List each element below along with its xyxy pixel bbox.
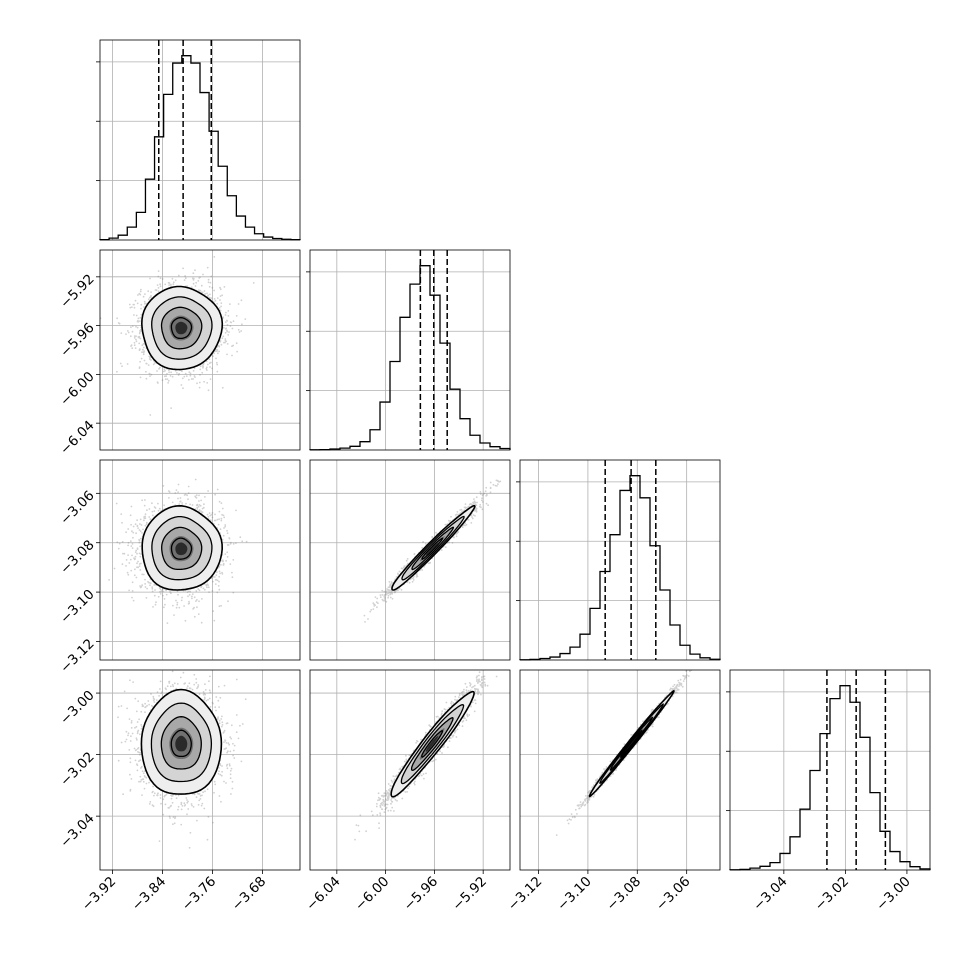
panel-content <box>354 671 498 841</box>
y-tick-label: −3.02 <box>57 749 98 790</box>
histogram-bar <box>309 265 511 451</box>
scatter-panel-2-1 <box>309 459 511 661</box>
contour-line <box>410 717 454 771</box>
x-tick-label: −3.84 <box>129 874 170 915</box>
contour-line <box>411 526 455 571</box>
y-tick-label: −5.92 <box>57 271 98 312</box>
scatter-panel-3-0 <box>99 669 301 871</box>
density-fill <box>175 321 188 335</box>
panel-content <box>555 670 693 836</box>
panel-frame <box>99 249 301 451</box>
y-tick-label: −3.12 <box>57 636 98 677</box>
contour-line <box>421 730 444 758</box>
x-tick-label: −6.04 <box>303 874 344 915</box>
panel-frame <box>309 669 511 871</box>
contour-line <box>390 690 475 798</box>
density-fill <box>425 542 439 556</box>
x-tick-label: −3.02 <box>812 874 853 915</box>
y-tick-label: −3.00 <box>57 687 98 728</box>
contour-line <box>151 296 213 360</box>
contour-line <box>161 526 203 571</box>
x-tick-label: −3.00 <box>873 874 914 915</box>
y-tick-label: −3.06 <box>57 488 98 529</box>
scatter-panel-3-2 <box>519 669 721 871</box>
x-axis-2: −3.12 −3.10 −3.08 −3.06 <box>505 870 694 915</box>
contour-line <box>140 285 224 371</box>
panel-frame <box>519 459 721 661</box>
density-fill <box>425 736 439 752</box>
panel-content <box>117 670 247 849</box>
density-fill <box>175 735 188 752</box>
contour-line <box>150 702 213 783</box>
x-tick-label: −5.96 <box>401 874 442 915</box>
scatter-panel-3-1 <box>309 669 511 871</box>
panel-frame <box>309 249 511 451</box>
x-tick-label: −3.76 <box>179 874 220 915</box>
y-axis-3: −3.04 −3.02 −3.00 <box>57 687 100 851</box>
histogram-bar <box>729 685 931 871</box>
contour-line <box>620 729 643 759</box>
histogram-panel-0 <box>96 39 301 241</box>
x-tick-label: −3.10 <box>554 874 595 915</box>
contour-line <box>170 537 193 560</box>
x-tick-label: −3.12 <box>505 874 546 915</box>
density-fill <box>624 735 638 752</box>
y-axis-1: −6.04 −6.00 −5.96 −5.92 <box>57 271 100 458</box>
x-tick-label: −3.92 <box>79 874 120 915</box>
histogram-bar <box>519 475 721 661</box>
contour-line <box>140 688 223 795</box>
contour-line <box>160 306 203 350</box>
panel-frame <box>309 459 511 661</box>
histogram-panel-1 <box>306 249 511 451</box>
contour-line <box>588 689 675 798</box>
contour-line <box>599 703 664 784</box>
panel-content <box>108 478 248 624</box>
contour-line <box>391 504 476 591</box>
panel-content <box>100 255 255 416</box>
y-tick-label: −3.10 <box>57 586 98 627</box>
x-tick-label: −3.04 <box>750 874 791 915</box>
x-tick-label: −3.06 <box>653 874 694 915</box>
contour-line <box>170 729 192 758</box>
contour-line <box>151 515 213 581</box>
contour-line <box>609 716 654 771</box>
y-tick-label: −6.04 <box>57 418 98 459</box>
contour-line <box>401 515 465 581</box>
x-axis-0: −3.92 −3.84 −3.76 −3.68 <box>79 870 270 915</box>
x-axis-3: −3.04 −3.02 −3.00 <box>750 870 914 914</box>
x-axis-1: −6.04 −6.00 −5.96 −5.92 <box>303 870 490 914</box>
panel-content <box>363 479 502 623</box>
contour-line <box>421 537 444 560</box>
x-tick-label: −6.00 <box>352 874 393 915</box>
panel-frame <box>99 459 301 661</box>
y-tick-label: −6.00 <box>57 369 98 410</box>
scatter-panel-2-0 <box>99 459 301 661</box>
panel-frame <box>729 669 931 871</box>
histogram-panel-3 <box>726 669 931 871</box>
x-tick-label: −3.08 <box>604 874 645 915</box>
y-tick-label: −3.04 <box>57 810 98 851</box>
contour-line <box>141 504 224 591</box>
histogram-panel-2 <box>516 459 721 661</box>
y-tick-label: −3.08 <box>57 537 98 578</box>
y-tick-label: −5.96 <box>57 320 98 361</box>
density-fill <box>175 542 188 556</box>
histogram-bar <box>99 55 301 241</box>
x-tick-label: −3.68 <box>229 874 270 915</box>
panel-frame <box>99 39 301 241</box>
contour-line <box>160 716 202 770</box>
y-axis-2: −3.12 −3.10 −3.08 −3.06 <box>57 488 100 677</box>
contour-line <box>170 317 193 340</box>
contour-line <box>400 704 465 785</box>
scatter-panel-1-0 <box>99 249 301 451</box>
x-tick-label: −5.92 <box>449 874 490 915</box>
panel-frame <box>99 669 301 871</box>
panel-frame <box>519 669 721 871</box>
